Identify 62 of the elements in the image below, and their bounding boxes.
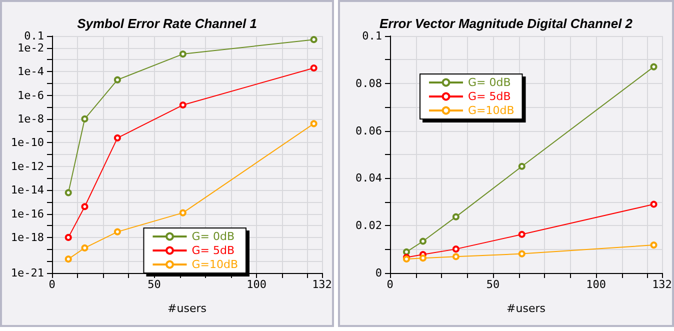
x-tick-label: 50 — [486, 278, 500, 291]
point — [402, 248, 410, 256]
x-axis-title: #users — [506, 302, 546, 315]
y-tick-label: 1e-4 — [18, 65, 44, 78]
point — [419, 254, 426, 262]
point — [64, 189, 72, 196]
y-tick-label: 1e-12 — [10, 160, 44, 173]
point — [452, 213, 460, 220]
point — [650, 63, 658, 70]
x-tick-label: 0 — [386, 278, 394, 291]
point — [81, 115, 88, 122]
point — [114, 76, 121, 84]
legend-label: G= 0dB — [192, 230, 234, 243]
y-tick-label: 0.1 — [24, 30, 44, 42]
y-tick-label: 0.08 — [356, 76, 382, 90]
y-tick-label: 1e-21 — [10, 266, 44, 280]
point — [114, 134, 121, 142]
y-tick-label: 1e-16 — [10, 207, 44, 220]
legend-label: G=10dB — [468, 104, 514, 117]
y-tick-label: 1e-8 — [18, 112, 44, 126]
y-tick-label: 1e-18 — [10, 230, 44, 244]
x-tick-label: 132 — [652, 278, 672, 291]
point — [419, 238, 426, 245]
point — [179, 50, 186, 58]
x-tick-label: 100 — [586, 278, 606, 291]
point — [81, 244, 88, 252]
point — [452, 246, 460, 253]
x-tick-label: 100 — [246, 278, 266, 291]
point — [114, 228, 121, 236]
chart-title: Error Vector Magnitude Digital Channel 2 — [379, 16, 634, 31]
y-tick-label: 1e-6 — [18, 88, 44, 102]
y-tick-label: 0.1 — [362, 30, 382, 42]
point — [310, 120, 318, 128]
point — [518, 230, 526, 238]
y-tick-label: 0.02 — [356, 219, 382, 232]
x-tick-label: 50 — [148, 278, 161, 291]
x-axis-title: #users — [168, 302, 207, 315]
legend-label: G= 5dB — [468, 90, 511, 103]
y-tick-label: 1e-2 — [18, 41, 44, 54]
point — [64, 234, 72, 241]
y-tick-label: 0 — [375, 266, 382, 280]
x-tick-label: 132 — [312, 278, 332, 291]
legend-label: G= 0dB — [468, 76, 511, 89]
point — [650, 242, 658, 249]
x-tick-label: 0 — [48, 278, 56, 291]
legend-label: G=10dB — [192, 258, 238, 271]
point — [179, 102, 186, 109]
point — [81, 203, 88, 210]
point — [310, 64, 318, 72]
point — [64, 256, 72, 263]
y-tick-label: 1e-14 — [10, 184, 44, 197]
point — [452, 253, 460, 260]
point — [650, 200, 658, 208]
y-tick-label: 1e-10 — [10, 136, 44, 150]
y-tick-label: 0.06 — [356, 124, 382, 138]
point — [518, 162, 526, 170]
chart-title: Symbol Error Rate Channel 1 — [77, 16, 257, 31]
point — [310, 36, 318, 44]
point — [179, 209, 186, 216]
point — [518, 250, 526, 258]
y-tick-label: 0.04 — [356, 172, 382, 185]
legend-label: G= 5dB — [192, 244, 234, 257]
